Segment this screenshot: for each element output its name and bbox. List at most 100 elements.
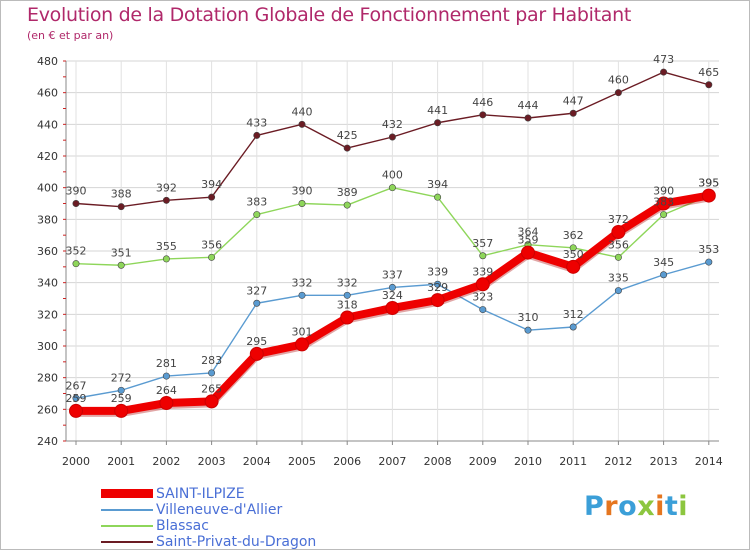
y-tick-label: 480 [37,55,58,68]
data-label: 352 [66,245,87,258]
data-point [614,253,622,261]
data-point [388,283,396,291]
data-point [340,310,355,325]
data-label: 356 [201,238,222,251]
data-label: 473 [653,53,674,66]
data-point [434,193,442,201]
y-tick-label: 240 [37,435,58,448]
y-tick-label: 320 [37,308,58,321]
data-label: 425 [337,129,358,142]
data-point [343,291,351,299]
data-label: 259 [111,392,132,405]
y-tick-label: 460 [37,87,58,100]
data-label: 447 [563,94,584,107]
data-label: 389 [337,186,358,199]
proxiti-logo: Proxiti [584,491,688,522]
logo-letter: o [618,491,638,522]
series-saint-ilpize [69,188,716,418]
data-point [72,394,80,402]
y-tick-label: 380 [37,213,58,226]
y-tick-label: 360 [37,245,58,258]
logo-letter: i [655,491,665,522]
data-point [117,386,125,394]
data-point [72,200,80,208]
data-label: 441 [427,104,448,117]
data-label: 265 [201,382,222,395]
logo-letter: P [584,491,605,522]
x-tick-label: 2014 [695,455,723,468]
data-point [208,253,216,261]
data-label: 444 [518,99,539,112]
data-label: 332 [337,276,358,289]
legend-swatch [101,541,153,543]
y-tick-label: 260 [37,403,58,416]
data-label: 388 [111,188,132,201]
data-point [208,193,216,201]
x-tick-label: 2005 [288,455,316,468]
data-label: 323 [472,291,493,304]
data-point [253,131,261,139]
data-label: 272 [111,371,132,384]
data-point [298,120,306,128]
data-label: 394 [427,178,448,191]
data-label: 390 [292,185,313,198]
legend-label: Saint-Privat-du-Dragon [156,534,317,550]
data-point [343,201,351,209]
data-label: 460 [608,74,629,87]
data-point [162,372,170,380]
data-label: 356 [608,238,629,251]
data-label: 390 [653,185,674,198]
chart-subtitle: (en € et par an) [27,29,114,42]
y-tick-label: 300 [37,340,58,353]
data-point [660,271,668,279]
data-label: 267 [66,379,87,392]
series-blassac [72,184,713,269]
x-tick-label: 2012 [604,455,632,468]
x-tick-label: 2009 [469,455,497,468]
data-label: 392 [156,181,177,194]
data-label: 394 [201,178,222,191]
x-tick-label: 2011 [559,455,587,468]
x-tick-label: 2001 [107,455,135,468]
data-label: 259 [66,392,87,405]
data-point [159,396,174,410]
data-label: 350 [563,248,584,261]
data-point [566,259,581,274]
data-point [72,260,80,268]
data-point [249,346,264,361]
x-tick-label: 2004 [243,455,271,468]
data-point [701,188,716,203]
data-point [656,196,671,211]
data-point [117,261,125,269]
legend-swatch [101,525,153,527]
data-label: 432 [382,118,403,131]
data-point [569,109,577,117]
data-point [521,245,535,260]
data-label: 383 [653,196,674,209]
data-point [162,196,170,204]
data-point [569,244,577,252]
y-tick-label: 280 [37,372,58,385]
data-label: 351 [111,246,132,259]
data-point [253,299,261,307]
x-tick-label: 2013 [650,455,678,468]
data-point [475,277,490,292]
data-point [162,255,170,263]
x-tick-label: 2007 [378,455,406,468]
logo-letter: r [604,491,619,522]
data-label: 339 [472,265,493,278]
data-point [388,133,396,141]
data-label: 318 [337,299,358,312]
x-tick-label: 2010 [514,455,542,468]
data-label: 465 [698,66,719,79]
data-point [117,203,125,211]
legend-swatch [101,509,153,511]
data-point [114,403,129,418]
data-label: 433 [246,116,267,129]
data-label: 440 [292,105,313,118]
y-tick-label: 420 [37,150,58,163]
data-label: 339 [427,265,448,278]
data-label: 264 [156,384,177,397]
data-label: 332 [292,276,313,289]
